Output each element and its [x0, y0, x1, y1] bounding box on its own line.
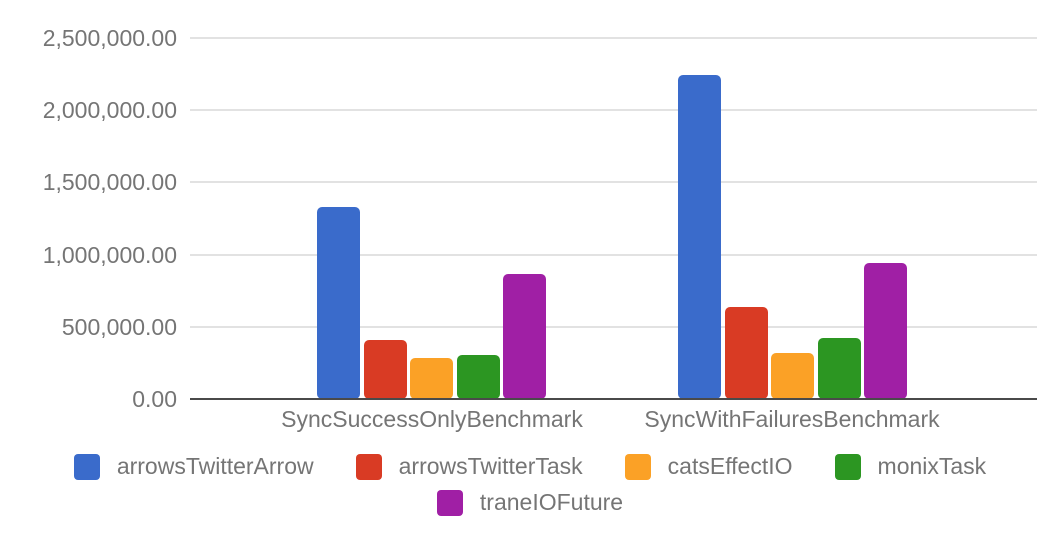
bar-group-SyncWithFailuresBenchmark — [678, 75, 907, 399]
legend-label: arrowsTwitterArrow — [116, 453, 314, 479]
gridline — [190, 37, 1037, 39]
legend-swatch-icon — [355, 453, 382, 480]
legend: arrowsTwitterArrow arrowsTwitterTask catsE… — [0, 453, 1060, 516]
bar-arrowsTwitterArrow-SyncWithFailuresBenchmark[interactable] — [678, 75, 721, 399]
legend-label: catsEffectIO — [667, 453, 793, 479]
y-tick-label: 500,000.00 — [61, 313, 177, 340]
y-axis: 0.00 500,000.00 1,000,000.00 1,500,000.00 2,… — [0, 0, 177, 411]
bar-monixTask-SyncSuccessOnlyBenchmark[interactable] — [456, 355, 500, 399]
bar-arrowsTwitterTask-SyncWithFailuresBenchmark[interactable] — [724, 307, 768, 399]
legend-swatch-icon — [73, 453, 100, 480]
gridline — [190, 253, 1037, 256]
bar-monixTask-SyncWithFailuresBenchmark[interactable] — [817, 338, 861, 399]
legend-label: traneIOFuture — [479, 489, 624, 515]
bar-catsEffectIO-SyncWithFailuresBenchmark[interactable] — [771, 353, 814, 399]
y-tick-label: 1,500,000.00 — [42, 169, 177, 196]
legend-item-monixTask[interactable]: monixTask — [834, 453, 987, 480]
gridline — [190, 325, 1037, 328]
x-axis: SyncSuccessOnlyBenchmark SyncWithFailures… — [0, 405, 1060, 437]
legend-item-arrowsTwitterArrow[interactable]: arrowsTwitterArrow — [73, 453, 314, 480]
x-category-label: SyncSuccessOnlyBenchmark — [281, 406, 583, 432]
y-tick-label: 0.00 — [132, 386, 177, 412]
bar-arrowsTwitterTask-SyncSuccessOnlyBenchmark[interactable] — [363, 340, 407, 399]
legend-label: arrowsTwitterTask — [398, 453, 583, 479]
legend-swatch-icon — [436, 489, 463, 516]
x-axis-baseline — [190, 398, 1037, 400]
bar-arrowsTwitterArrow-SyncSuccessOnlyBenchmark[interactable] — [317, 207, 360, 399]
bar-traneIOFuture-SyncWithFailuresBenchmark[interactable] — [864, 263, 907, 399]
legend-item-catsEffectIO[interactable]: catsEffectIO — [624, 453, 793, 480]
legend-item-arrowsTwitterTask[interactable]: arrowsTwitterTask — [355, 453, 583, 480]
bar-group-SyncSuccessOnlyBenchmark — [317, 207, 546, 399]
x-category-label: SyncWithFailuresBenchmark — [644, 406, 940, 432]
gridline — [190, 181, 1037, 184]
legend-swatch-icon — [624, 453, 651, 480]
y-tick-label: 2,000,000.00 — [42, 97, 177, 124]
legend-item-traneIOFuture[interactable]: traneIOFuture — [436, 489, 624, 516]
legend-label: monixTask — [877, 453, 987, 479]
bar-traneIOFuture-SyncSuccessOnlyBenchmark[interactable] — [503, 274, 546, 399]
y-tick-label: 2,500,000.00 — [42, 25, 177, 51]
plot-area — [190, 0, 1037, 400]
bar-catsEffectIO-SyncSuccessOnlyBenchmark[interactable] — [410, 358, 453, 399]
gridline — [190, 109, 1037, 112]
legend-swatch-icon — [834, 453, 861, 480]
y-tick-label: 1,000,000.00 — [42, 241, 177, 268]
